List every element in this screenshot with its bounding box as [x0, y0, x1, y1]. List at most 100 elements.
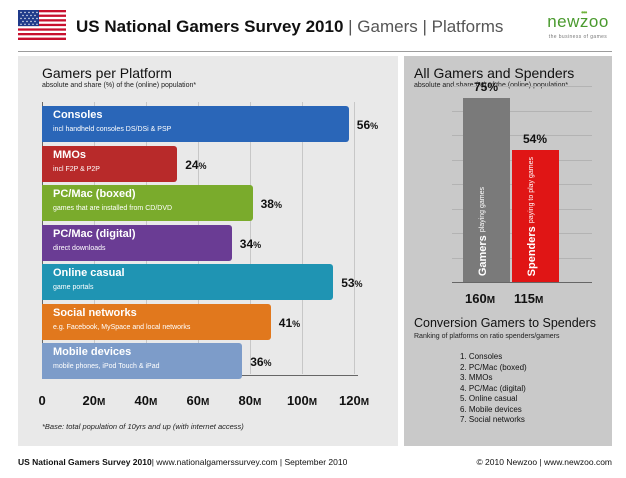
tick-suffix: M	[200, 397, 210, 408]
x-tick-label: 80M	[239, 393, 262, 408]
bar-value-number: 34	[239, 236, 254, 251]
logo-tagline: the business of games	[548, 34, 608, 40]
platforms-chart-title: Gamers per Platform	[42, 65, 172, 81]
bar-value-number: 38	[260, 197, 274, 211]
bar-value-suffix: %	[354, 279, 363, 289]
tick-suffix: M	[148, 397, 158, 408]
bar-value: 36%	[250, 355, 271, 369]
rank-item: 3. MMOs	[460, 373, 493, 382]
conversion-subtitle: Ranking of platforms on ratio spenders/g…	[414, 333, 560, 340]
rank-item: 1. Consoles	[460, 352, 503, 361]
logo-dots-icon: •••	[581, 8, 587, 17]
footer-survey-name: US National Gamers Survey 2010	[18, 457, 152, 467]
bar-value-suffix: %	[273, 200, 282, 210]
vbar-count: 115M	[514, 291, 543, 306]
bar-value-number: 53	[341, 276, 355, 290]
conversion-title: Conversion Gamers to Spenders	[414, 316, 597, 330]
bar-value-suffix: %	[253, 239, 262, 250]
header-divider	[18, 51, 612, 52]
bar-value-suffix: %	[292, 318, 301, 329]
gridline	[452, 135, 592, 136]
vbar-label-name: Gamers	[477, 231, 489, 276]
bar-label: PC/Mac (boxed)	[53, 188, 136, 200]
vbar-label: Spenders paying to play games	[523, 157, 541, 276]
gridline	[354, 102, 355, 374]
bar-value-number: 36	[250, 355, 264, 369]
bar-value-number: 56	[356, 118, 371, 132]
bar-value-suffix: %	[370, 121, 379, 131]
x-tick-label: 100M	[287, 393, 317, 408]
bar-sublabel: incl handheld consoles DS/DSi & PSP	[53, 126, 172, 133]
gridline	[302, 102, 303, 374]
bar-label: MMOs	[53, 148, 86, 161]
footer-source: US National Gamers Survey 2010| www.nati…	[18, 457, 347, 467]
gamers-spenders-subtitle: absolute and share (%) of the (online) p…	[414, 82, 568, 89]
platforms-chart-subtitle: absolute and share (%) of the (online) p…	[42, 82, 197, 89]
bar-value: 41%	[279, 316, 300, 330]
x-tick-label: 40M	[135, 393, 158, 408]
vbar-label: Gamers playing games	[474, 187, 492, 276]
newzoo-logo: ••• newzoo the business of games	[540, 8, 616, 46]
vbar-percent: 75%	[474, 80, 499, 95]
bar-value-suffix: %	[198, 160, 207, 171]
x-tick-label: 20M	[83, 393, 106, 408]
title-bold: US National Gamers Survey 2010	[76, 17, 344, 36]
gridline	[452, 110, 592, 112]
x-axis-line	[452, 282, 592, 283]
vbar-label-name: Spenders	[526, 222, 538, 276]
vbar-spenders: Spenders paying to play games	[512, 149, 559, 282]
x-tick-label: 120M	[339, 393, 369, 408]
rank-item: 2. PC/Mac (boxed)	[460, 362, 527, 372]
bar-pc-mac-digital-: PC/Mac (digital) direct downloads	[42, 224, 232, 261]
rank-item: 4. PC/Mac (digital)	[460, 383, 526, 393]
bar-consoles: Consoles incl handheld consoles DS/DSi & …	[42, 106, 349, 142]
tick-suffix: M	[252, 397, 262, 408]
bar-sublabel: e.g. Facebook, MySpace and local network…	[53, 323, 191, 331]
us-flag-icon	[18, 10, 66, 40]
tick-number: 100	[287, 393, 309, 408]
tick-number: 0	[38, 393, 46, 408]
conversion-ranking-list: 1. Consoles 2. PC/Mac (boxed) 3. MMOs 4.…	[460, 352, 527, 426]
tick-number: 120	[339, 393, 361, 408]
tick-suffix: M	[96, 397, 106, 408]
bar-sublabel: game portals	[53, 284, 94, 291]
gridline	[250, 102, 251, 374]
count-number: 115	[514, 291, 535, 306]
tick-number: 20	[82, 393, 97, 408]
page-title: US National Gamers Survey 2010 | Gamers …	[76, 17, 503, 37]
logo-text: newzoo	[547, 12, 609, 31]
tick-number: 40	[134, 393, 149, 408]
footer-source-rest: | www.nationalgamerssurvey.com | Septemb…	[151, 457, 348, 467]
bar-social-networks: Social networks e.g. Facebook, MySpace an…	[42, 303, 271, 340]
tick-suffix: M	[308, 397, 318, 408]
bar-sublabel: direct downloads	[53, 244, 106, 252]
count-suffix: M	[486, 295, 496, 306]
x-tick-label: 0	[39, 393, 46, 408]
count-suffix: M	[534, 295, 544, 306]
bar-mobile-devices: Mobile devices mobile phones, iPod Touch …	[42, 343, 243, 379]
bar-value: 34%	[240, 237, 261, 251]
bar-value: 38%	[261, 197, 282, 211]
rank-item: 6. Mobile devices	[460, 404, 522, 414]
vbar-label-note: playing games	[479, 186, 486, 232]
bar-value-number: 41	[278, 315, 293, 330]
vbar-count: 160M	[465, 291, 495, 306]
bar-online-casual: Online casual game portals	[42, 264, 334, 300]
bar-label: Consoles	[53, 109, 103, 121]
bar-label: Social networks	[53, 306, 137, 319]
count-number: 160	[465, 291, 487, 306]
gamers-spenders-title: All Gamers and Spenders	[414, 65, 575, 81]
bar-value: 53%	[341, 276, 362, 290]
bar-sublabel: incl F2P & P2P	[53, 165, 100, 173]
title-rest: | Gamers | Platforms	[343, 17, 504, 36]
tick-number: 80	[238, 393, 253, 408]
rank-item: 7. Social networks	[460, 415, 525, 424]
base-footnote: *Base: total population of 10yrs and up …	[42, 422, 244, 431]
bar-sublabel: mobile phones, iPod Touch & iPad	[53, 363, 160, 370]
gridline	[452, 86, 592, 87]
bar-value-number: 24	[185, 157, 199, 172]
vbar-label-note: paying to play games	[528, 156, 535, 223]
bar-sublabel: games that are installed from CD/DVD	[53, 205, 173, 212]
footer-copyright: © 2010 Newzoo | www.newzoo.com	[476, 457, 612, 467]
vbar-percent: 54%	[523, 131, 548, 146]
